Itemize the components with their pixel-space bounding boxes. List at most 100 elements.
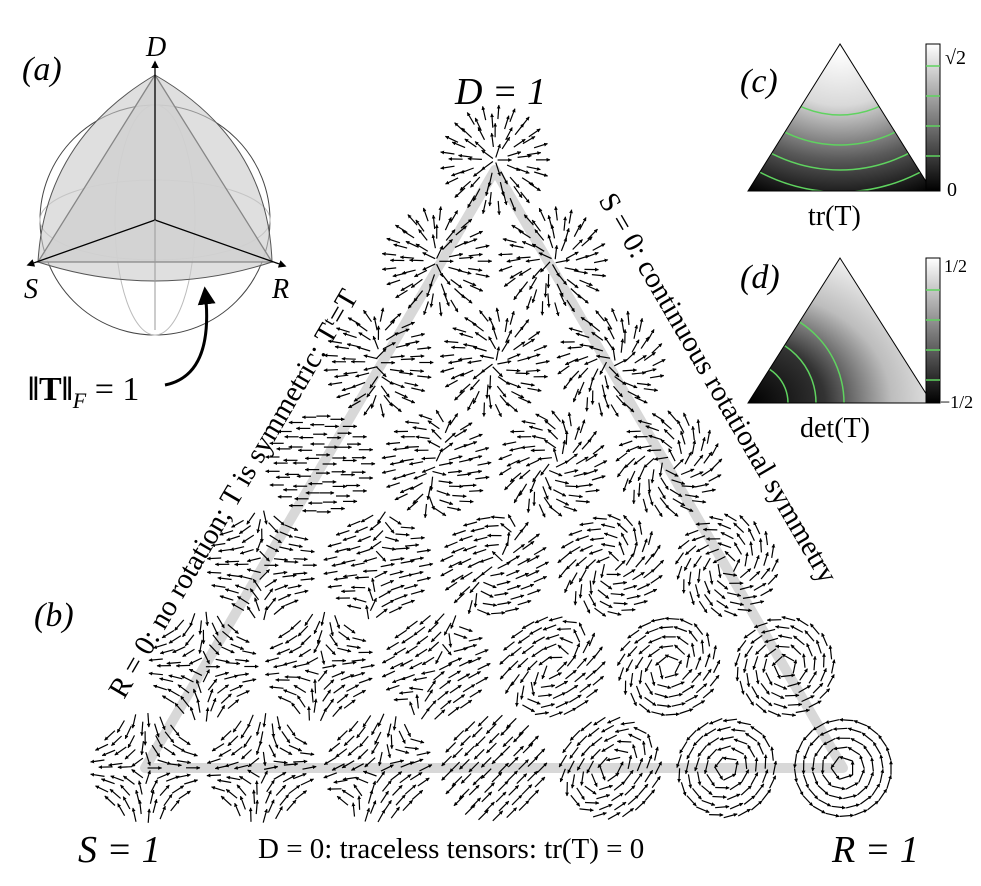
glyph-arrow <box>501 136 511 150</box>
glyph-arrow <box>334 615 341 629</box>
glyph-arrow <box>385 332 399 341</box>
glyph-arrow <box>216 615 225 629</box>
glyph-arrow <box>317 669 328 682</box>
glyph-arrow <box>521 621 535 630</box>
glyph-arrow <box>556 661 568 673</box>
glyph-arrow <box>676 754 682 768</box>
glyph-arrow <box>395 532 410 537</box>
glyph-arrow <box>724 610 738 617</box>
glyph-arrow <box>377 511 386 524</box>
glyph-arrow <box>755 670 760 685</box>
glyph-arrow <box>273 663 288 669</box>
glyph-arrow <box>578 569 587 583</box>
glyph-arrow <box>159 805 166 820</box>
glyph-arrow <box>392 447 407 452</box>
glyph-arrow <box>135 789 141 804</box>
glyph-arrow <box>533 546 547 556</box>
glyph-arrow <box>307 706 311 721</box>
glyph-arrow <box>704 594 714 607</box>
glyph-arrow <box>341 559 356 565</box>
glyph-arrow <box>467 359 482 365</box>
glyph-arrow <box>683 412 690 426</box>
glyph-arrow <box>510 646 522 657</box>
glyph-arrow <box>455 225 467 236</box>
glyph-arrow <box>878 788 888 802</box>
glyph-arrow <box>459 499 474 504</box>
glyph-arrow <box>743 754 748 770</box>
glyph-arrow <box>648 491 654 506</box>
glyph-arrow <box>220 795 232 806</box>
glyph-arrow <box>163 746 176 756</box>
glyph-arrow <box>521 177 535 186</box>
glyph-arrow <box>506 164 521 172</box>
glyph-arrow <box>325 644 336 656</box>
glyph-arrow <box>574 356 589 362</box>
glyph-arrow <box>231 519 244 528</box>
glyph-arrow <box>592 570 597 585</box>
glyph-arrow <box>565 484 580 489</box>
glyph-arrow <box>706 773 716 787</box>
glyph-arrow <box>431 428 442 440</box>
glyph-arrow <box>502 441 517 446</box>
glyph-arrow <box>206 758 221 764</box>
glyph-arrow <box>600 523 615 529</box>
glyph-arrow <box>505 329 513 343</box>
glyph-arrow <box>723 773 737 781</box>
tensor-glyph <box>148 611 259 722</box>
glyph-arrow <box>653 559 665 571</box>
glyph-arrow <box>507 770 518 782</box>
glyph-arrow <box>567 546 581 555</box>
glyph-arrow <box>584 358 598 366</box>
glyph-arrow <box>363 403 373 416</box>
glyph-arrow <box>607 772 620 782</box>
glyph-arrow <box>386 744 392 759</box>
glyph-arrow <box>363 354 378 360</box>
panel-b-label: (b) <box>34 597 74 634</box>
glyph-arrow <box>775 644 790 649</box>
glyph-arrow <box>300 549 315 554</box>
glyph-arrow <box>268 522 279 534</box>
glyph-arrow <box>787 681 802 688</box>
glyph-arrow <box>525 459 540 467</box>
glyph-arrow <box>743 795 756 805</box>
glyph-arrow <box>448 252 464 258</box>
glyph-arrow <box>443 292 450 307</box>
glyph-arrow <box>641 538 648 553</box>
tensor-glyph <box>557 514 665 617</box>
glyph-arrow <box>538 693 553 698</box>
glyph-arrow <box>575 499 591 504</box>
glyph-arrow <box>620 721 635 726</box>
glyph-arrow <box>210 697 217 712</box>
glyph-arrow <box>777 634 793 639</box>
glyph-arrow <box>262 751 267 767</box>
glyph-arrow <box>520 685 525 700</box>
glyph-arrow <box>532 470 542 483</box>
glyph-arrow <box>867 771 874 786</box>
glyph-arrow <box>734 652 741 667</box>
glyph-arrow <box>755 703 767 714</box>
glyph-arrow <box>212 634 223 647</box>
glyph-arrow <box>440 699 452 710</box>
glyph-arrow <box>138 799 142 815</box>
glyph-arrow <box>363 309 372 323</box>
glyph-arrow <box>265 657 280 663</box>
glyph-arrow <box>521 419 536 425</box>
glyph-arrow <box>764 637 779 644</box>
glyph-arrow <box>333 684 346 694</box>
glyph-arrow <box>95 743 109 751</box>
glyph-arrow <box>812 655 817 671</box>
glyph-arrow <box>433 670 445 681</box>
glyph-arrow <box>677 768 681 783</box>
glyph-arrow <box>440 568 454 577</box>
tensor-glyph <box>439 307 550 418</box>
det-scale-max: 1/2 <box>944 256 967 276</box>
glyph-arrow <box>647 733 653 748</box>
glyph-arrow <box>646 448 662 453</box>
glyph-arrow <box>430 631 442 643</box>
glyph-arrow <box>572 239 583 250</box>
glyph-arrow <box>796 782 804 796</box>
glyph-arrow <box>320 650 326 665</box>
trace-contours <box>748 44 932 191</box>
glyph-arrow <box>542 486 549 500</box>
glyph-arrow <box>398 690 414 695</box>
